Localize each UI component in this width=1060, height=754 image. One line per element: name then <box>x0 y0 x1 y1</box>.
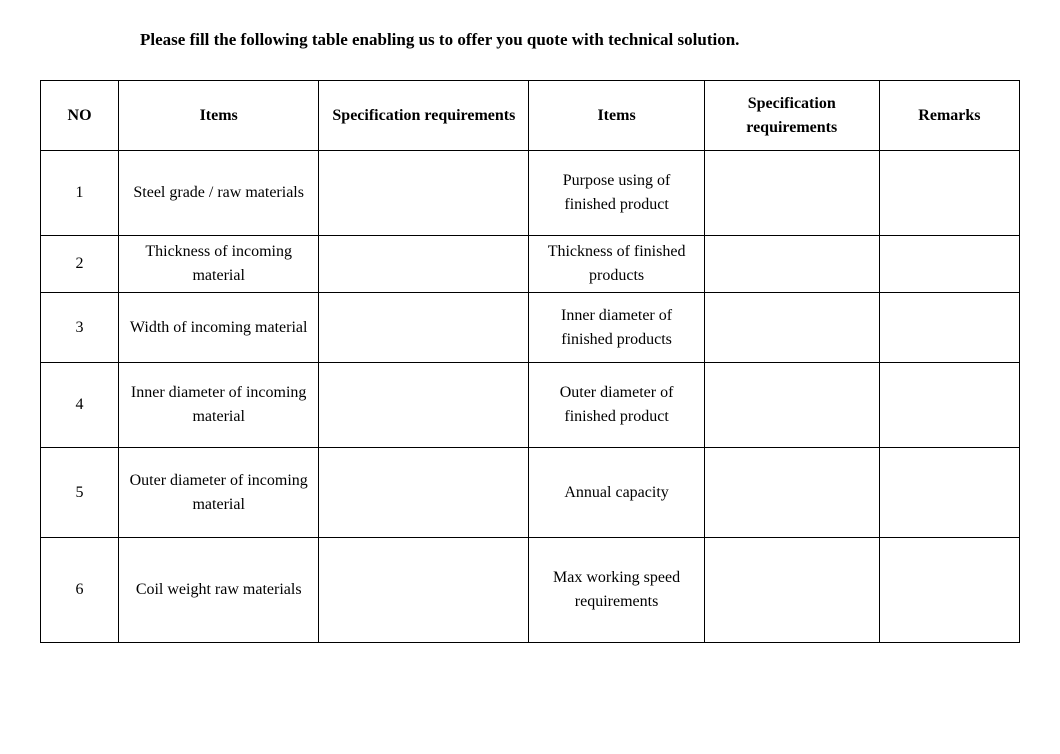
cell-items1: Inner diameter of incoming material <box>119 363 319 448</box>
table-row: 1 Steel grade / raw materials Purpose us… <box>41 151 1020 236</box>
cell-spec2[interactable] <box>704 363 879 448</box>
cell-no: 2 <box>41 236 119 293</box>
cell-spec1[interactable] <box>319 236 529 293</box>
cell-spec1[interactable] <box>319 293 529 363</box>
cell-items2: Thickness of finished products <box>529 236 704 293</box>
spec-table: NO Items Specification requirements Item… <box>40 80 1020 643</box>
col-header-items2: Items <box>529 81 704 151</box>
cell-spec2[interactable] <box>704 236 879 293</box>
cell-no: 5 <box>41 448 119 538</box>
table-container: NO Items Specification requirements Item… <box>0 80 1060 643</box>
cell-spec2[interactable] <box>704 293 879 363</box>
cell-items2: Purpose using of finished product <box>529 151 704 236</box>
table-row: 2 Thickness of incoming material Thickne… <box>41 236 1020 293</box>
col-header-no: NO <box>41 81 119 151</box>
cell-remarks[interactable] <box>879 448 1019 538</box>
cell-spec2[interactable] <box>704 151 879 236</box>
table-row: 5 Outer diameter of incoming material An… <box>41 448 1020 538</box>
cell-spec2[interactable] <box>704 538 879 643</box>
cell-items1: Coil weight raw materials <box>119 538 319 643</box>
cell-items2: Annual capacity <box>529 448 704 538</box>
cell-spec1[interactable] <box>319 151 529 236</box>
page-title: Please fill the following table enabling… <box>0 30 1060 50</box>
cell-remarks[interactable] <box>879 538 1019 643</box>
cell-items1: Thickness of incoming material <box>119 236 319 293</box>
cell-remarks[interactable] <box>879 363 1019 448</box>
cell-spec1[interactable] <box>319 363 529 448</box>
cell-spec1[interactable] <box>319 448 529 538</box>
col-header-spec2: Specification requirements <box>704 81 879 151</box>
table-header-row: NO Items Specification requirements Item… <box>41 81 1020 151</box>
cell-no: 4 <box>41 363 119 448</box>
table-row: 4 Inner diameter of incoming material Ou… <box>41 363 1020 448</box>
cell-items1: Outer diameter of incoming material <box>119 448 319 538</box>
col-header-items1: Items <box>119 81 319 151</box>
cell-no: 3 <box>41 293 119 363</box>
col-header-spec1: Specification requirements <box>319 81 529 151</box>
cell-no: 1 <box>41 151 119 236</box>
cell-spec2[interactable] <box>704 448 879 538</box>
table-row: 3 Width of incoming material Inner diame… <box>41 293 1020 363</box>
cell-items2: Inner diameter of finished products <box>529 293 704 363</box>
cell-remarks[interactable] <box>879 293 1019 363</box>
cell-remarks[interactable] <box>879 151 1019 236</box>
cell-items2: Max working speed requirements <box>529 538 704 643</box>
cell-items1: Width of incoming material <box>119 293 319 363</box>
cell-spec1[interactable] <box>319 538 529 643</box>
cell-items1: Steel grade / raw materials <box>119 151 319 236</box>
cell-no: 6 <box>41 538 119 643</box>
cell-remarks[interactable] <box>879 236 1019 293</box>
cell-items2: Outer diameter of finished product <box>529 363 704 448</box>
col-header-remarks: Remarks <box>879 81 1019 151</box>
table-row: 6 Coil weight raw materials Max working … <box>41 538 1020 643</box>
